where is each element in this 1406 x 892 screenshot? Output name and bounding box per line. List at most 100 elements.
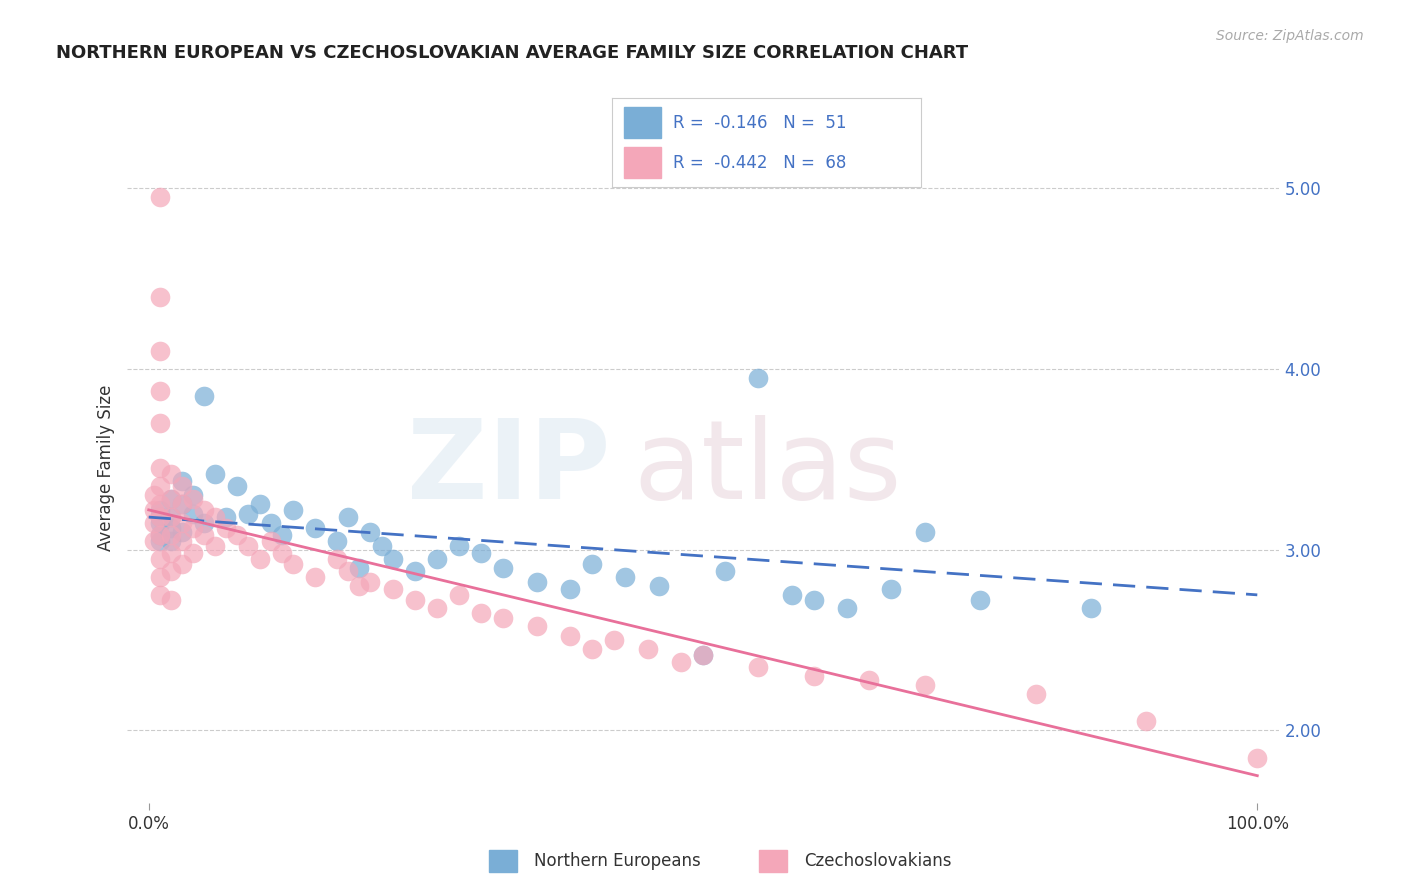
Point [603, 633, 626, 648]
Point [181, 521, 204, 535]
Point [1135, 714, 1157, 729]
Point [226, 528, 249, 542]
Point [492, 560, 515, 574]
Point [281, 557, 304, 571]
Point [181, 491, 204, 506]
Point [160, 546, 183, 560]
Point [149, 510, 172, 524]
Point [160, 467, 183, 481]
Point [226, 479, 249, 493]
Point [149, 528, 172, 542]
Point [337, 510, 360, 524]
Point [581, 557, 603, 571]
Point [193, 503, 215, 517]
Point [160, 528, 183, 542]
Point [803, 593, 825, 607]
Point [193, 516, 215, 530]
Bar [624, 107, 661, 138]
Point [526, 618, 548, 632]
Point [647, 579, 669, 593]
Point [692, 648, 714, 662]
Point [204, 510, 226, 524]
Point [337, 565, 360, 579]
Bar [624, 147, 661, 178]
Point [181, 507, 204, 521]
Point [149, 570, 172, 584]
Point [1246, 750, 1268, 764]
Point [149, 343, 172, 358]
Point [780, 588, 803, 602]
Text: NORTHERN EUROPEAN VS CZECHOSLOVAKIAN AVERAGE FAMILY SIZE CORRELATION CHART: NORTHERN EUROPEAN VS CZECHOSLOVAKIAN AVE… [56, 44, 969, 62]
Point [526, 575, 548, 590]
Point [370, 539, 392, 553]
Point [160, 491, 183, 506]
Point [160, 510, 183, 524]
Point [1080, 600, 1102, 615]
Text: Northern Europeans: Northern Europeans [534, 852, 702, 870]
Point [304, 521, 326, 535]
Point [193, 528, 215, 542]
Point [858, 673, 880, 687]
Point [170, 474, 193, 488]
Point [259, 516, 281, 530]
Point [149, 190, 172, 204]
Point [349, 560, 371, 574]
Point [160, 533, 183, 548]
Y-axis label: Average Family Size: Average Family Size [97, 385, 115, 551]
Point [637, 642, 659, 657]
Point [281, 503, 304, 517]
Point [803, 669, 825, 683]
Point [249, 551, 271, 566]
Point [170, 524, 193, 539]
Point [449, 588, 471, 602]
Point [160, 565, 183, 579]
Point [470, 546, 492, 560]
Point [149, 510, 172, 524]
Point [581, 642, 603, 657]
Point [1025, 687, 1047, 701]
Point [149, 533, 172, 548]
Point [238, 539, 260, 553]
Point [449, 539, 471, 553]
Point [149, 516, 172, 530]
Bar [489, 849, 517, 872]
Point [149, 498, 172, 512]
Point [669, 655, 692, 669]
Text: atlas: atlas [634, 415, 903, 522]
Point [359, 575, 381, 590]
Point [714, 565, 737, 579]
Point [359, 524, 381, 539]
Point [170, 516, 193, 530]
Bar [759, 849, 787, 872]
Point [160, 521, 183, 535]
Point [149, 384, 172, 398]
Point [149, 479, 172, 493]
Point [143, 533, 166, 548]
Point [181, 488, 204, 502]
Point [181, 546, 204, 560]
Text: R =  -0.146   N =  51: R = -0.146 N = 51 [673, 113, 846, 132]
Point [170, 479, 193, 493]
Point [614, 570, 637, 584]
Point [558, 630, 581, 644]
Point [835, 600, 858, 615]
Point [193, 389, 215, 403]
Point [149, 588, 172, 602]
Text: Czechoslovakians: Czechoslovakians [804, 852, 952, 870]
Point [160, 491, 183, 506]
Point [149, 551, 172, 566]
Point [143, 488, 166, 502]
Point [204, 539, 226, 553]
Point [349, 579, 371, 593]
Point [747, 660, 769, 674]
Text: R =  -0.442   N =  68: R = -0.442 N = 68 [673, 153, 846, 172]
Point [170, 498, 193, 512]
Point [969, 593, 991, 607]
Point [492, 611, 515, 625]
Point [149, 528, 172, 542]
Point [381, 582, 404, 597]
Point [692, 648, 714, 662]
Point [143, 516, 166, 530]
Point [404, 593, 426, 607]
Point [160, 510, 183, 524]
